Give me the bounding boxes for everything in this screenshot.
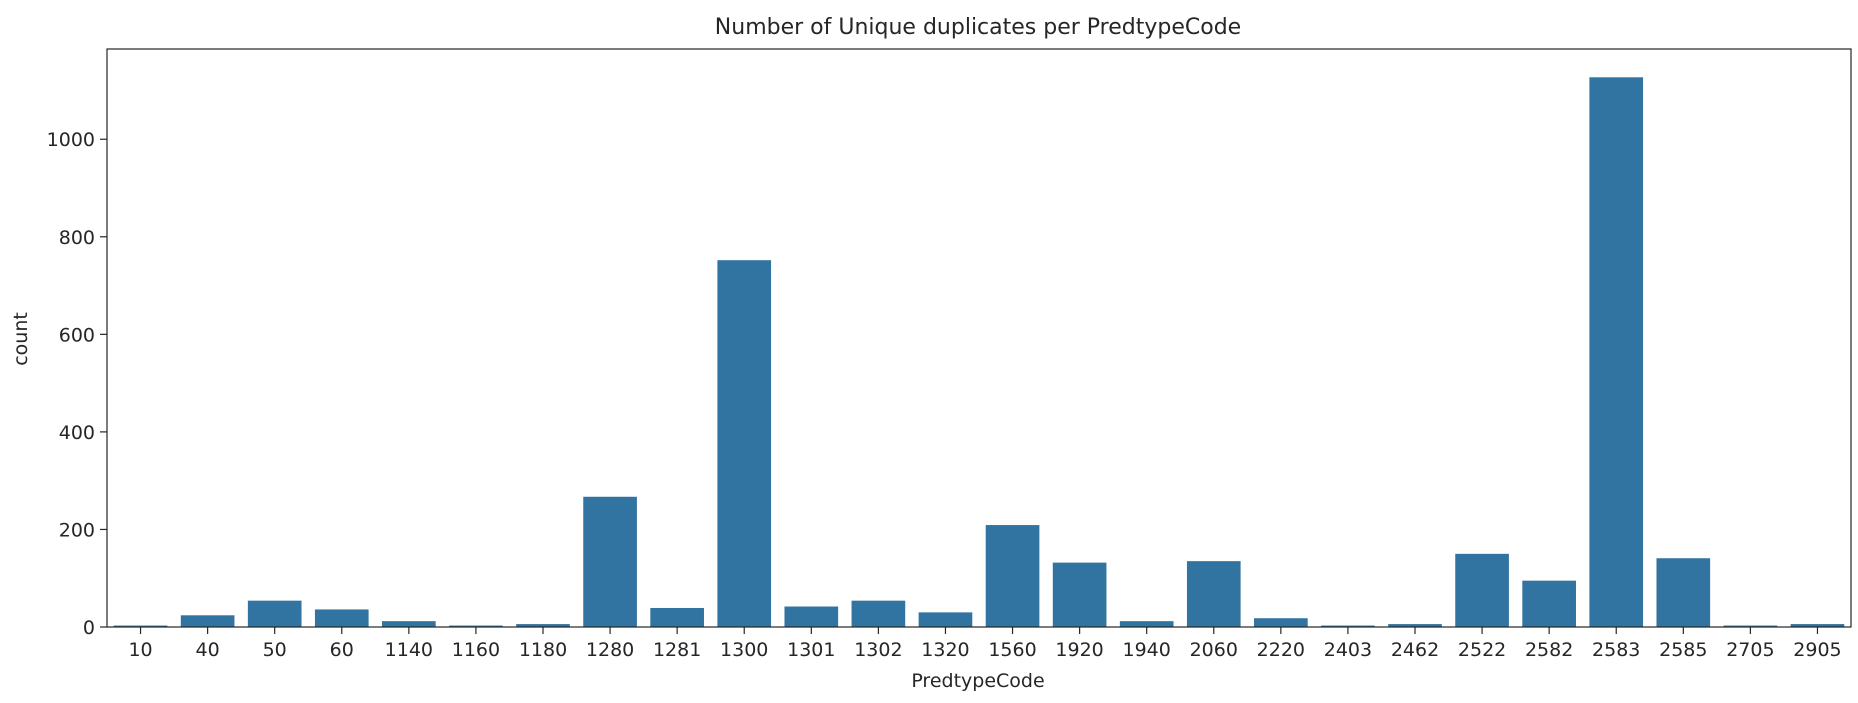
- y-tick-label: 200: [59, 519, 95, 541]
- x-tick-label: 2462: [1391, 639, 1439, 661]
- bar: [180, 615, 235, 627]
- y-tick-label: 800: [59, 227, 95, 249]
- bar: [1254, 618, 1308, 627]
- bar: [1388, 624, 1442, 627]
- y-tick-label: 400: [59, 422, 95, 444]
- bar: [583, 496, 637, 627]
- bar: [1321, 625, 1375, 627]
- bar: [247, 600, 302, 627]
- bars: [113, 77, 1845, 628]
- x-tick-label: 40: [196, 639, 220, 661]
- x-tick-label: 1320: [921, 639, 969, 661]
- bar: [985, 525, 1040, 627]
- bar: [1723, 625, 1778, 627]
- bar: [1455, 553, 1509, 627]
- y-tick-label: 1000: [47, 129, 95, 151]
- x-tick-label: 2705: [1726, 639, 1774, 661]
- x-tick-label: 2403: [1324, 639, 1372, 661]
- bar: [1522, 580, 1576, 627]
- x-tick-label: 60: [330, 639, 354, 661]
- chart-title: Number of Unique duplicates per Predtype…: [715, 15, 1241, 40]
- x-tick-label: 1280: [586, 639, 634, 661]
- bar: [784, 606, 839, 627]
- bar: [516, 624, 570, 627]
- bar: [449, 625, 503, 627]
- x-tick-label: 2220: [1257, 639, 1305, 661]
- x-tick-label: 1940: [1123, 639, 1171, 661]
- plot-frame: [106, 48, 1852, 628]
- bar: [717, 260, 772, 627]
- x-axis-ticks: 10 40 50 60 1140 1160 1180 1280 1281 1300 1301 1302…: [128, 627, 1842, 661]
- bar: [113, 625, 168, 627]
- x-tick-label: 50: [263, 639, 287, 661]
- x-tick-label: 2585: [1659, 639, 1707, 661]
- x-tick-label: 1560: [988, 639, 1036, 661]
- x-tick-label: 1302: [854, 639, 902, 661]
- x-tick-label: 2582: [1525, 639, 1573, 661]
- x-tick-label: 1140: [385, 639, 433, 661]
- x-tick-label: 1300: [720, 639, 768, 661]
- x-tick-label: 1160: [452, 639, 500, 661]
- y-tick-label: 0: [83, 617, 95, 639]
- x-tick-label: 10: [128, 639, 152, 661]
- x-tick-label: 2522: [1458, 639, 1506, 661]
- y-tick-label: 600: [59, 324, 95, 346]
- bar: [314, 609, 369, 627]
- bar: [1656, 558, 1711, 627]
- bar: [918, 612, 973, 627]
- bar: [1589, 77, 1644, 628]
- bar: [650, 607, 704, 627]
- x-tick-label: 2583: [1592, 639, 1640, 661]
- bar: [1790, 624, 1845, 627]
- y-axis-title: count: [10, 312, 32, 366]
- bar: [851, 600, 906, 627]
- x-tick-label: 2905: [1793, 639, 1841, 661]
- x-tick-label: 1281: [653, 639, 701, 661]
- bar: [1052, 562, 1107, 627]
- bar: [1186, 561, 1241, 627]
- x-tick-label: 2060: [1190, 639, 1238, 661]
- x-tick-label: 1180: [519, 639, 567, 661]
- bar: [1119, 621, 1174, 627]
- y-axis-ticks: 0 200 400 600 800 1000: [47, 129, 107, 639]
- x-tick-label: 1301: [787, 639, 835, 661]
- x-axis-title: PredtypeCode: [911, 670, 1044, 692]
- bar: [382, 621, 436, 627]
- x-tick-label: 1920: [1055, 639, 1103, 661]
